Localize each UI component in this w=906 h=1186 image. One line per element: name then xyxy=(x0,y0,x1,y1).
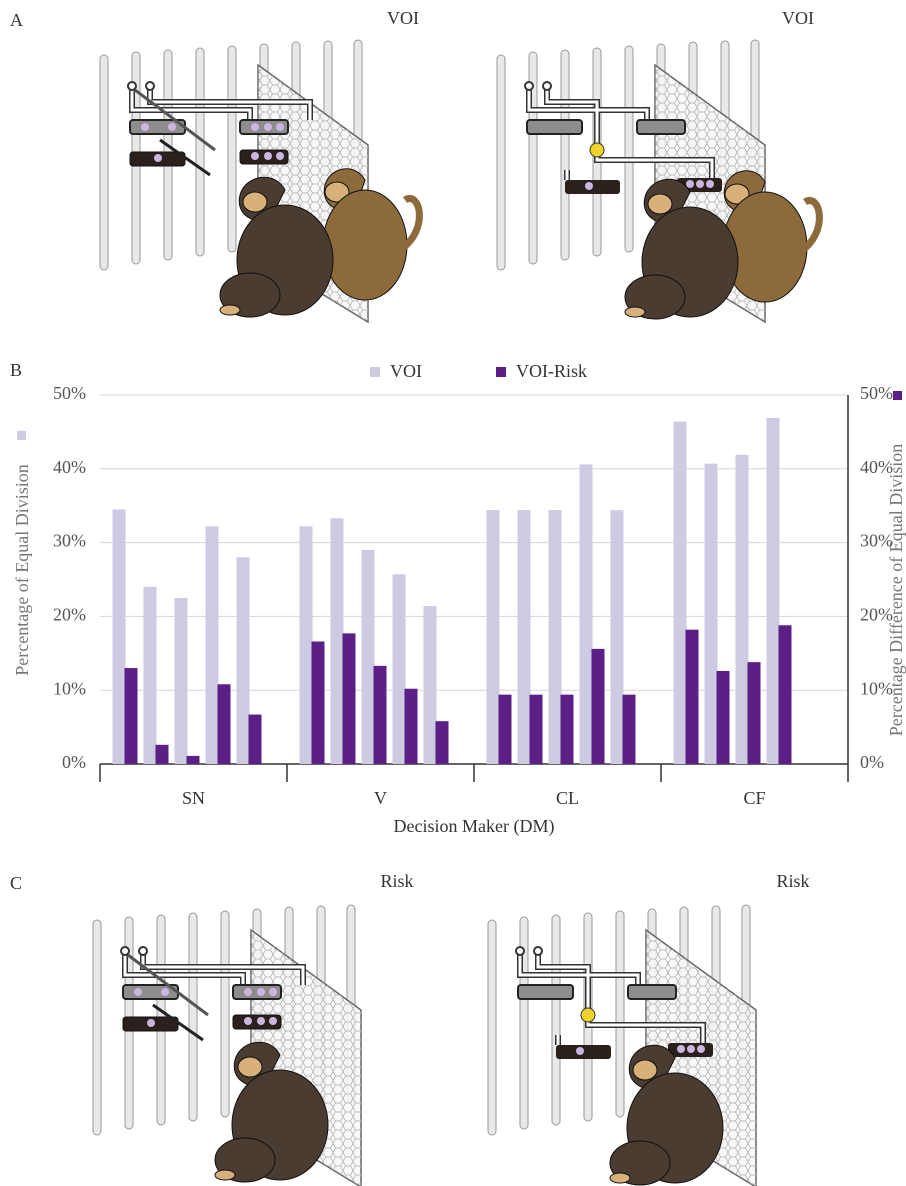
bar xyxy=(206,526,219,764)
legend-label: VOI-Risk xyxy=(516,361,587,381)
panel-title: VOI xyxy=(387,8,419,28)
bar xyxy=(156,745,169,764)
y-tick-label: 30% xyxy=(53,531,86,551)
bar xyxy=(144,587,157,764)
axis-series-marker xyxy=(893,391,902,400)
bar xyxy=(611,510,624,764)
bar xyxy=(393,574,406,764)
y-tick-label: 50% xyxy=(53,383,86,403)
y-tick-label: 10% xyxy=(53,678,86,698)
bar xyxy=(424,606,437,764)
bar xyxy=(187,756,200,764)
bar xyxy=(623,695,636,764)
y2-tick-label: 50% xyxy=(860,383,893,403)
bar xyxy=(237,557,250,764)
panel-title: Risk xyxy=(776,871,809,891)
bar xyxy=(249,715,262,764)
y2-tick-label: 30% xyxy=(860,531,893,551)
legend-swatch xyxy=(370,367,380,377)
y2-tick-label: 10% xyxy=(860,678,893,698)
x-axis-label: Decision Maker (DM) xyxy=(394,816,555,837)
bar xyxy=(674,422,687,764)
bar xyxy=(736,455,749,764)
y-tick-label: 20% xyxy=(53,605,86,625)
y-tick-label: 0% xyxy=(62,752,86,772)
bar xyxy=(748,662,761,764)
bar xyxy=(561,695,574,764)
bar xyxy=(499,695,512,764)
panel-label: B xyxy=(10,360,22,380)
bar xyxy=(343,633,356,764)
panel-label: C xyxy=(10,873,22,893)
y-tick-label: 40% xyxy=(53,457,86,477)
y2-tick-label: 20% xyxy=(860,605,893,625)
legend-swatch xyxy=(496,367,506,377)
bar xyxy=(779,625,792,764)
bar xyxy=(300,526,313,764)
bar xyxy=(767,418,780,764)
panel-title: Risk xyxy=(380,871,413,891)
bar xyxy=(686,630,699,764)
bar xyxy=(530,695,543,764)
x-tick-label: CL xyxy=(556,788,579,808)
bar xyxy=(487,510,500,764)
bar xyxy=(312,641,325,764)
bar xyxy=(705,464,718,764)
bar xyxy=(175,598,188,764)
y-axis-label: Percentage of Equal Division xyxy=(12,464,32,675)
bar xyxy=(362,550,375,764)
panel-title: VOI xyxy=(782,8,814,28)
x-tick-label: V xyxy=(374,788,387,808)
bar xyxy=(125,668,138,764)
bar xyxy=(331,518,344,764)
y2-tick-label: 40% xyxy=(860,457,893,477)
x-tick-label: SN xyxy=(182,788,205,808)
y2-tick-label: 0% xyxy=(860,752,884,772)
bar xyxy=(436,721,449,764)
bar xyxy=(374,666,387,764)
bar xyxy=(113,509,126,764)
bar xyxy=(717,671,730,764)
legend-label: VOI xyxy=(390,361,422,381)
panel-a-left-illustration xyxy=(100,40,419,322)
bar xyxy=(592,649,605,764)
bar xyxy=(580,464,593,764)
bar xyxy=(549,510,562,764)
panel-a-right-illustration xyxy=(497,40,819,322)
bar xyxy=(518,510,531,764)
figure: A VOI VOI B C Risk Risk Decision Maker (… xyxy=(0,0,906,1186)
panel-label: A xyxy=(10,10,23,30)
axis-series-marker xyxy=(17,431,26,440)
x-tick-label: CF xyxy=(743,788,765,808)
bar xyxy=(405,689,418,764)
panel-c-right-illustration xyxy=(488,905,756,1186)
bar xyxy=(218,684,231,764)
panel-c-left-illustration xyxy=(93,905,361,1186)
